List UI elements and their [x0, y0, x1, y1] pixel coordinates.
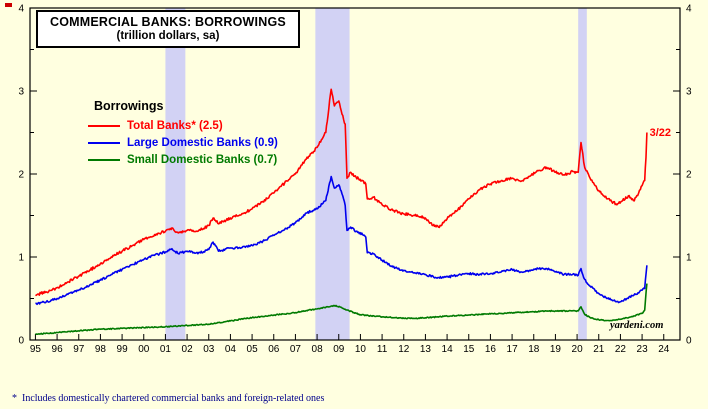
tick-label: 10 [355, 344, 367, 355]
tick-label: 1 [18, 253, 24, 264]
tick-label: 03 [203, 344, 215, 355]
tick-label: 05 [247, 344, 259, 355]
axes: 0 01 12 23 34 495 96 97 98 99 00 01 02 03 04 05 06 07 08 09… [18, 4, 692, 356]
legend-item-total-banks: Total Banks* (2.5) [88, 117, 278, 134]
chart-title: COMMERCIAL BANKS: BORROWINGS [50, 15, 286, 29]
legend-label-small-domestic-banks: Small Domestic Banks (0.7) [127, 153, 278, 166]
series-line-small-domestic-banks [35, 283, 648, 335]
tick-label: 95 [30, 344, 42, 355]
tick-label: 06 [268, 344, 280, 355]
tick-label: 0 [18, 336, 24, 347]
tick-label: 08 [312, 344, 324, 355]
tick-label: 0 [686, 336, 692, 347]
watermark: yardeni.com [610, 320, 664, 331]
series-line-total-banks [35, 88, 648, 297]
tick-label: 16 [485, 344, 497, 355]
legend-item-small-domestic-banks: Small Domestic Banks (0.7) [88, 151, 278, 168]
legend-label-total-banks: Total Banks* (2.5) [127, 119, 223, 132]
tick-label: 3 [686, 87, 692, 98]
tick-label: 14 [442, 344, 454, 355]
tick-label: 01 [160, 344, 172, 355]
legend-swatch-large-domestic-banks [88, 141, 120, 144]
footnote-asterisk: * Includes domestically chartered commer… [12, 393, 325, 404]
tick-label: 4 [686, 4, 692, 15]
tick-label: 2 [18, 170, 24, 181]
legend-swatch-small-domestic-banks [88, 158, 120, 161]
tick-label: 20 [572, 344, 584, 355]
plot-frame [29, 7, 681, 341]
tick-label: 07 [290, 344, 302, 355]
tick-label: 23 [637, 344, 649, 355]
tick-label: 18 [528, 344, 540, 355]
tick-label: 96 [52, 344, 64, 355]
tick-label: 22 [615, 344, 627, 355]
tick-label: 13 [420, 344, 432, 355]
tick-label: 11 [377, 344, 388, 355]
tick-label: 15 [463, 344, 475, 355]
chart-subtitle: (trillion dollars, sa) [116, 30, 220, 42]
legend-item-large-domestic-banks: Large Domestic Banks (0.9) [88, 134, 278, 151]
chart-title-box: COMMERCIAL BANKS: BORROWINGS (trillion d… [36, 10, 300, 48]
tick-label: 12 [398, 344, 410, 355]
legend: Borrowings Total Banks* (2.5) Large Dome… [88, 99, 278, 168]
tick-label: 99 [117, 344, 129, 355]
footnotes: * Includes domestically chartered commer… [12, 368, 378, 409]
tick-label: 2 [686, 170, 692, 181]
tick-label: 97 [73, 344, 85, 355]
tick-label: 98 [95, 344, 107, 355]
series-lines [35, 88, 648, 335]
recession-bands [165, 8, 587, 340]
latest-value-label: 3/22 [649, 126, 671, 139]
tick-label: 21 [593, 344, 605, 355]
legend-swatch-total-banks [88, 124, 120, 127]
tick-label: 1 [686, 253, 692, 264]
tick-label: 24 [658, 344, 670, 355]
corner-mark [5, 3, 12, 7]
tick-label: 3 [18, 87, 24, 98]
tick-label: 17 [507, 344, 519, 355]
series-line-large-domestic-banks [35, 175, 648, 306]
tick-label: 04 [225, 344, 237, 355]
legend-label-large-domestic-banks: Large Domestic Banks (0.9) [127, 136, 278, 149]
tick-label: 09 [333, 344, 345, 355]
tick-label: 00 [138, 344, 150, 355]
legend-title: Borrowings [94, 99, 164, 113]
tick-label: 02 [182, 344, 194, 355]
tick-label: 4 [18, 4, 24, 15]
tick-label: 19 [550, 344, 562, 355]
